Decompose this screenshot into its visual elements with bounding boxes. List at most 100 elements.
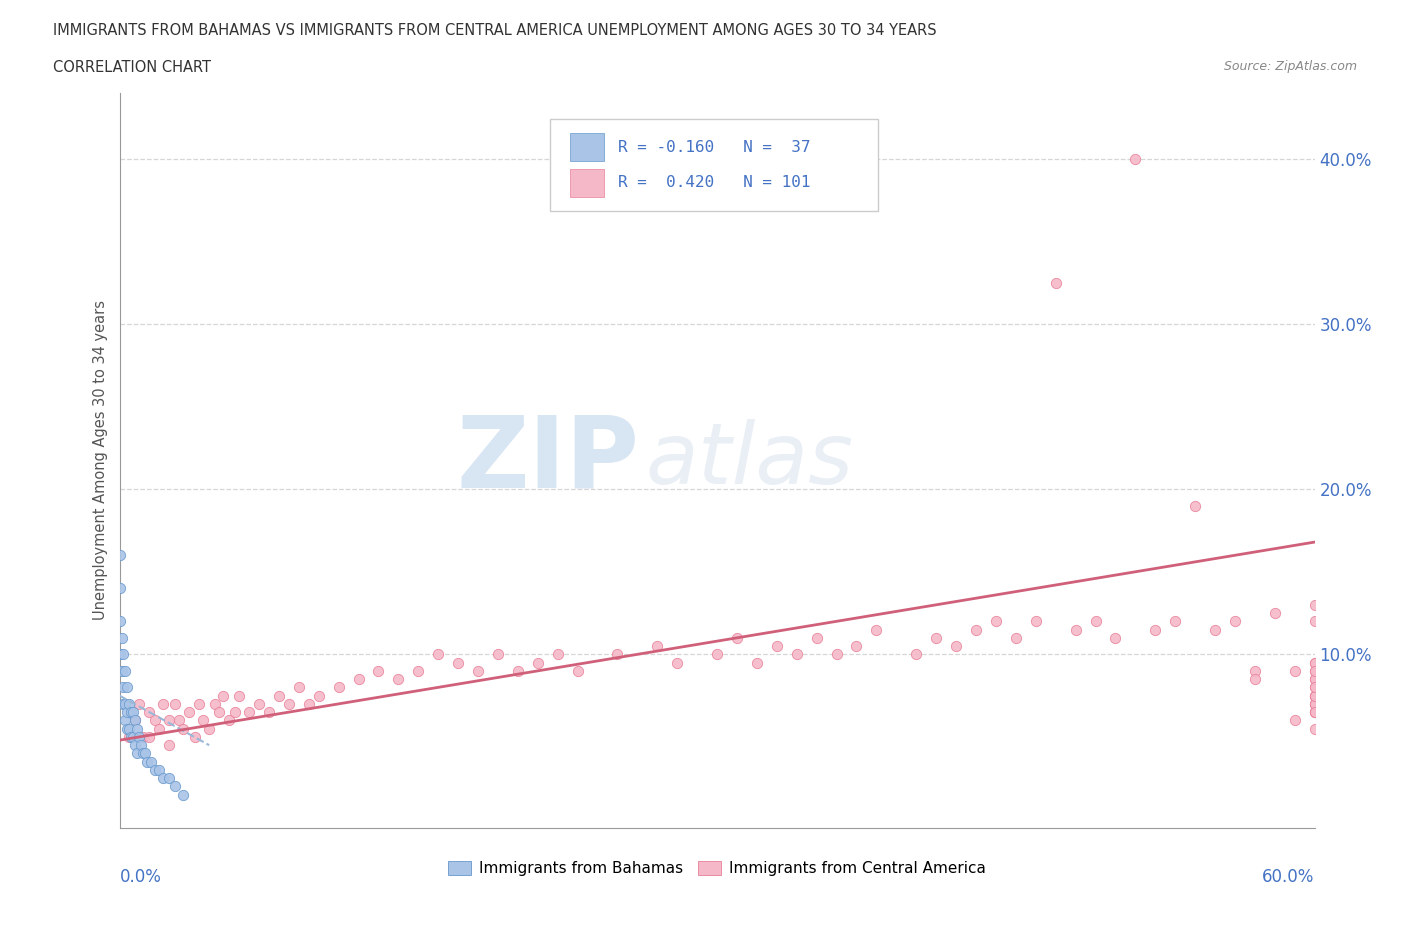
Point: [152, 771, 174, 786]
Point: [118, 721, 141, 736]
Point: [347, 671, 370, 686]
Text: 60.0%: 60.0%: [1263, 868, 1315, 886]
Point: [1144, 622, 1167, 637]
Point: [367, 663, 389, 678]
Point: [1064, 622, 1087, 637]
Point: [132, 746, 155, 761]
Point: [172, 787, 194, 802]
Point: [1303, 671, 1326, 686]
Point: [141, 754, 163, 769]
Text: 0.0%: 0.0%: [120, 868, 162, 886]
Point: [806, 631, 828, 645]
Point: [157, 737, 180, 752]
Point: [706, 647, 728, 662]
Point: [328, 680, 350, 695]
Point: [945, 639, 967, 654]
Point: [145, 713, 166, 728]
Text: R = -0.160   N =  37: R = -0.160 N = 37: [617, 140, 810, 155]
Point: [124, 713, 146, 728]
Text: IMMIGRANTS FROM BAHAMAS VS IMMIGRANTS FROM CENTRAL AMERICA UNEMPLOYMENT AMONG AG: IMMIGRANTS FROM BAHAMAS VS IMMIGRANTS FR…: [53, 23, 936, 38]
Point: [218, 713, 240, 728]
Point: [1244, 671, 1267, 686]
Point: [288, 680, 311, 695]
Point: [179, 705, 201, 720]
Point: [1045, 275, 1067, 290]
Point: [447, 655, 470, 670]
Point: [1025, 614, 1047, 629]
Point: [122, 705, 145, 720]
Point: [606, 647, 628, 662]
Point: [1184, 498, 1206, 513]
Point: [1244, 663, 1267, 678]
Point: [114, 697, 136, 711]
Point: [152, 697, 174, 711]
Point: [112, 697, 135, 711]
Point: [298, 697, 321, 711]
Point: [1303, 671, 1326, 686]
Point: [117, 705, 139, 720]
Point: [547, 647, 569, 662]
Point: [127, 721, 149, 736]
Point: [112, 680, 135, 695]
Point: [925, 631, 948, 645]
Point: [845, 639, 868, 654]
FancyBboxPatch shape: [569, 168, 603, 196]
Point: [157, 771, 180, 786]
Point: [1284, 713, 1306, 728]
Point: [1223, 614, 1246, 629]
Point: [117, 721, 139, 736]
Point: [1303, 688, 1326, 703]
Point: [408, 663, 430, 678]
Point: [267, 688, 290, 703]
Point: [172, 721, 194, 736]
Point: [127, 746, 149, 761]
Y-axis label: Unemployment Among Ages 30 to 34 years: Unemployment Among Ages 30 to 34 years: [93, 300, 108, 620]
Point: [124, 713, 146, 728]
Point: [1303, 680, 1326, 695]
FancyBboxPatch shape: [550, 119, 879, 210]
Point: [110, 631, 132, 645]
Point: [165, 697, 187, 711]
Point: [1303, 663, 1326, 678]
Point: [567, 663, 589, 678]
Point: [666, 655, 689, 670]
Point: [1303, 705, 1326, 720]
Point: [208, 705, 231, 720]
Point: [134, 746, 156, 761]
Point: [725, 631, 748, 645]
Point: [108, 581, 131, 596]
Point: [114, 713, 136, 728]
Point: [157, 713, 180, 728]
Point: [148, 721, 170, 736]
Point: [1005, 631, 1028, 645]
Point: [121, 705, 143, 720]
Point: [131, 737, 153, 752]
Point: [1303, 655, 1326, 670]
Point: [745, 655, 768, 670]
Point: [191, 713, 215, 728]
Point: [647, 639, 669, 654]
Point: [1303, 655, 1326, 670]
Point: [965, 622, 987, 637]
Point: [212, 688, 235, 703]
Point: [1303, 697, 1326, 711]
Point: [136, 754, 159, 769]
Point: [1303, 688, 1326, 703]
Point: [467, 663, 489, 678]
Point: [387, 671, 409, 686]
Point: [148, 763, 170, 777]
Point: [1303, 705, 1326, 720]
Point: [1303, 721, 1326, 736]
Point: [128, 729, 150, 744]
Point: [766, 639, 789, 654]
Point: [138, 729, 160, 744]
Point: [427, 647, 450, 662]
Point: [165, 779, 187, 794]
Point: [238, 705, 260, 720]
Point: [108, 614, 131, 629]
Text: CORRELATION CHART: CORRELATION CHART: [53, 60, 211, 75]
Point: [188, 697, 211, 711]
Point: [984, 614, 1007, 629]
Point: [145, 763, 166, 777]
Point: [786, 647, 808, 662]
